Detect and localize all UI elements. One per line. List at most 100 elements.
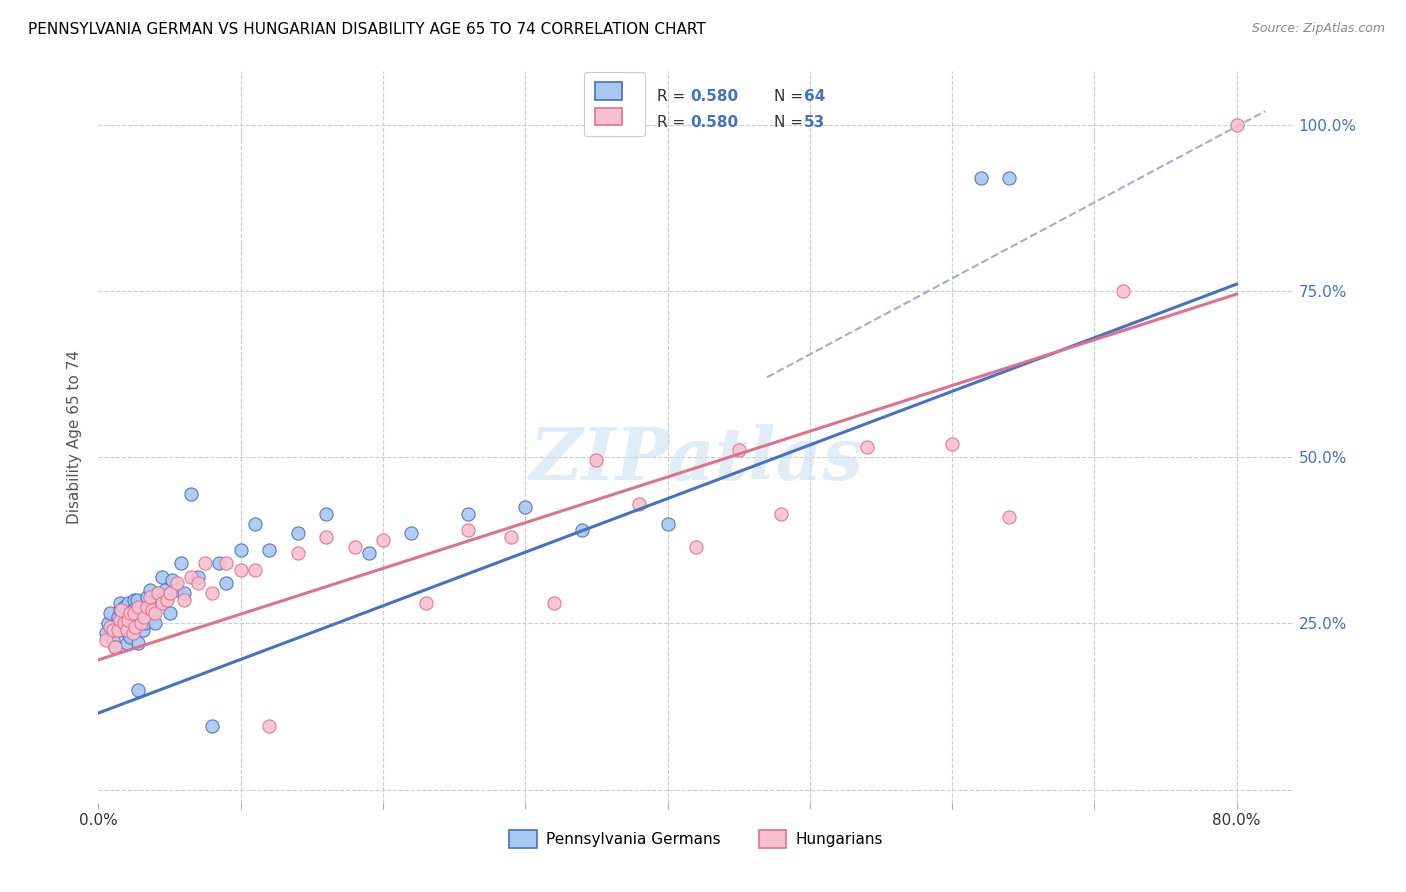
Point [287,526,309,541]
Point [173,586,195,600]
Point [187,570,209,584]
Point [138,582,160,597]
Point [117,596,139,610]
Point [114,609,136,624]
Point [127,636,149,650]
Point [121,626,143,640]
Point [257,719,280,733]
Point [257,543,280,558]
Point [243,563,266,577]
Point [129,613,152,627]
Point [118,607,141,621]
Point [111,607,134,621]
Point [998,170,1021,185]
Point [515,500,537,514]
Point [585,453,607,467]
Point [401,526,423,541]
Point [657,516,679,531]
Point [173,593,195,607]
Point [150,593,173,607]
Point [243,516,266,531]
Point [215,576,238,591]
Point [107,623,129,637]
Point [159,607,181,621]
Point [170,557,193,571]
Point [229,543,252,558]
Text: R =: R = [657,115,690,130]
Point [343,540,366,554]
Point [159,586,181,600]
Point [162,573,184,587]
Point [108,613,131,627]
Point [194,557,217,571]
Text: 0.580: 0.580 [690,115,738,130]
Point [118,607,141,621]
Point [134,616,156,631]
Point [148,586,170,600]
Text: 64: 64 [804,89,825,104]
Point [110,623,132,637]
Point [127,682,149,697]
Point [131,623,153,637]
Point [201,586,224,600]
Point [122,607,145,621]
Point [166,582,188,597]
Point [543,596,565,610]
Point [135,599,157,614]
Text: ZIPatlas: ZIPatlas [529,424,863,494]
Point [118,630,141,644]
Point [156,593,179,607]
Point [152,570,174,584]
Point [136,603,159,617]
Point [152,596,174,610]
Point [98,619,121,633]
Point [148,586,170,600]
Point [101,632,124,647]
Point [457,507,479,521]
Point [180,570,202,584]
Point [201,719,224,733]
Point [371,533,394,548]
Point [108,603,131,617]
Point [104,640,127,654]
Point [143,607,166,621]
Text: PENNSYLVANIA GERMAN VS HUNGARIAN DISABILITY AGE 65 TO 74 CORRELATION CHART: PENNSYLVANIA GERMAN VS HUNGARIAN DISABIL… [28,22,706,37]
Text: R =: R = [657,89,690,104]
Text: Source: ZipAtlas.com: Source: ZipAtlas.com [1251,22,1385,36]
Point [101,623,124,637]
Point [124,613,146,627]
Point [115,623,138,637]
Point [685,540,707,554]
Point [98,607,121,621]
Point [108,596,131,610]
Point [770,507,793,521]
Point [124,619,146,633]
Point [122,593,145,607]
Point [138,590,160,604]
Point [107,609,129,624]
Point [104,640,127,654]
Text: N =: N = [773,89,807,104]
Point [155,582,177,597]
Point [998,509,1021,524]
Point [287,546,309,560]
Point [727,443,749,458]
Text: 0.580: 0.580 [690,89,738,104]
Point [132,603,155,617]
Point [1226,118,1249,132]
Point [117,613,139,627]
Point [110,603,132,617]
Point [499,530,522,544]
Point [941,436,963,450]
Point [101,623,124,637]
Point [315,507,337,521]
Point [187,576,209,591]
Point [120,619,142,633]
Point [141,609,163,624]
Text: N =: N = [773,115,807,130]
Point [143,616,166,631]
Point [115,636,138,650]
Point [112,613,135,627]
Point [105,616,128,631]
Point [415,596,437,610]
